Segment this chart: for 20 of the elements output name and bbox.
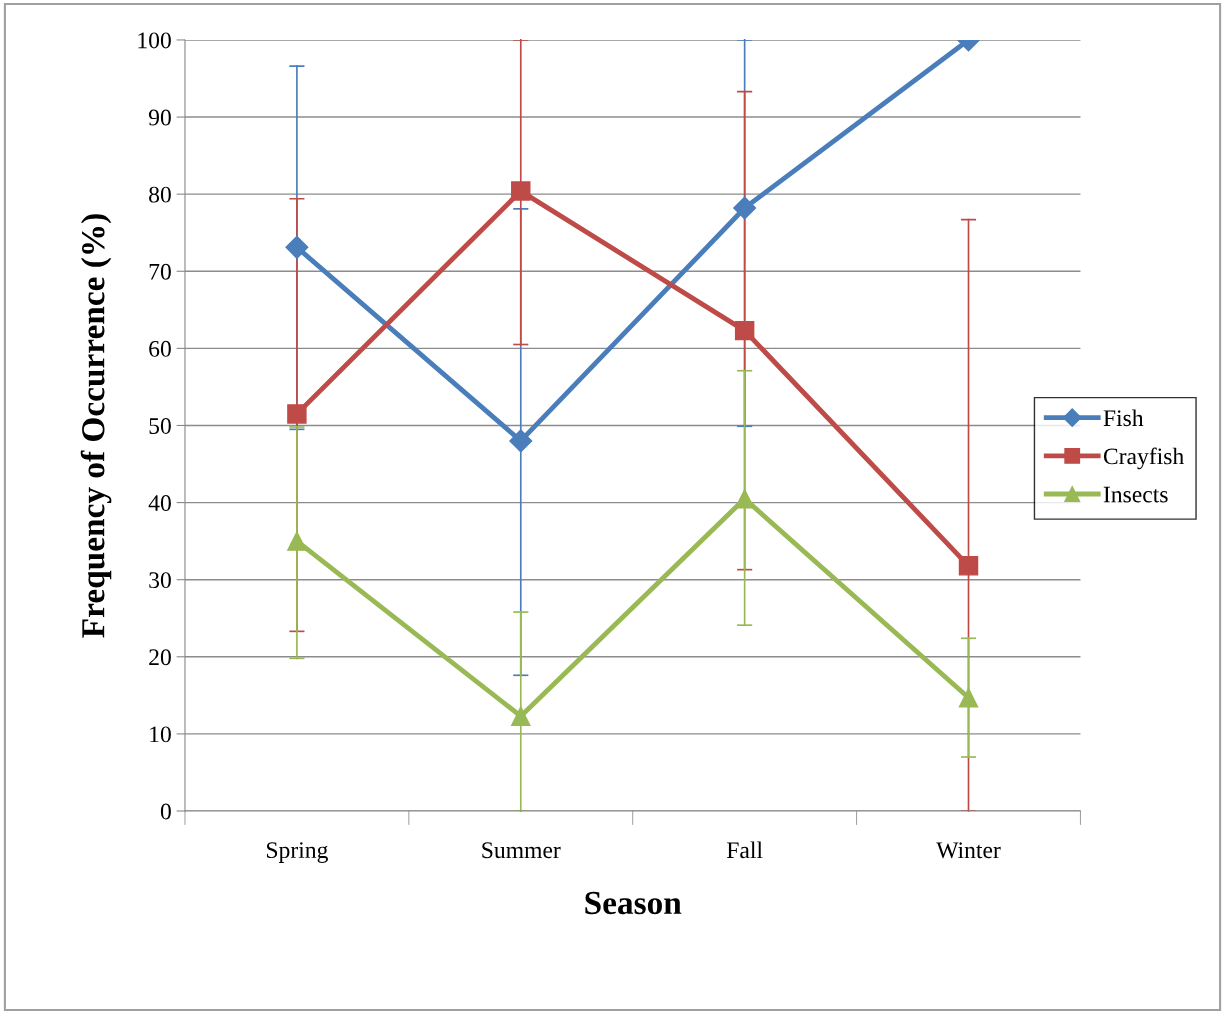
legend-label: Fish bbox=[1103, 409, 1144, 427]
x-tick-label: Summer bbox=[482, 842, 561, 859]
y-tick-label: 0 bbox=[160, 803, 171, 820]
y-tick-label: 90 bbox=[148, 109, 171, 126]
y-tick-label: 70 bbox=[149, 263, 171, 280]
y-tick-label: 100 bbox=[138, 32, 171, 49]
y-axis-title: Frequency of Occurrence (%) bbox=[80, 214, 112, 638]
x-axis-title: Season bbox=[585, 891, 682, 915]
x-tick-label: Spring bbox=[267, 842, 328, 863]
y-tick-label: 60 bbox=[149, 340, 171, 357]
legend-label: Insects bbox=[1103, 486, 1168, 503]
y-tick-label: 40 bbox=[148, 495, 171, 511]
y-tick-label: 20 bbox=[149, 649, 171, 666]
legend-label: Crayfish bbox=[1103, 447, 1184, 470]
y-tick-label: 10 bbox=[150, 726, 171, 743]
y-tick-label: 50 bbox=[149, 417, 171, 434]
y-tick-label: 80 bbox=[149, 186, 171, 203]
x-tick-label: Fall bbox=[726, 841, 763, 859]
x-tick-label: Winter bbox=[936, 842, 1001, 859]
y-tick-label: 30 bbox=[149, 572, 171, 589]
